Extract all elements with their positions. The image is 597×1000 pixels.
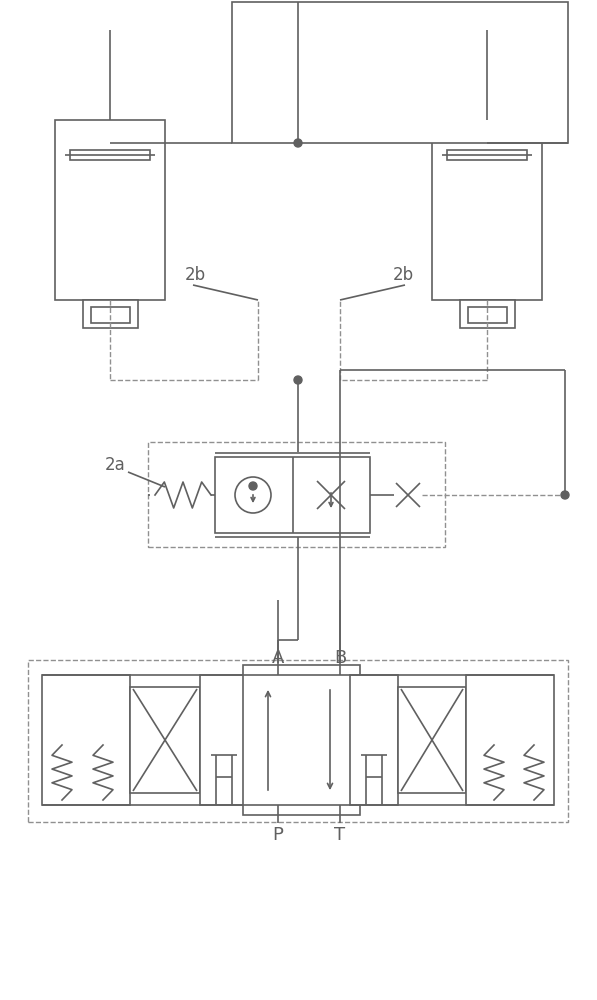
Bar xyxy=(466,675,554,805)
Circle shape xyxy=(294,139,302,147)
Bar xyxy=(82,300,137,328)
Circle shape xyxy=(294,376,302,384)
Bar xyxy=(460,300,515,328)
Bar xyxy=(70,150,150,160)
Text: T: T xyxy=(334,826,346,844)
Bar xyxy=(215,457,370,533)
Bar xyxy=(447,150,527,160)
Bar xyxy=(467,307,506,323)
Circle shape xyxy=(249,482,257,490)
Bar xyxy=(130,687,200,793)
Bar xyxy=(42,675,130,805)
Bar xyxy=(148,442,445,547)
Bar xyxy=(398,687,466,793)
Bar xyxy=(200,675,248,805)
Bar xyxy=(243,665,360,815)
Bar xyxy=(55,120,165,300)
Text: P: P xyxy=(273,826,284,844)
Bar xyxy=(28,660,568,822)
Text: B: B xyxy=(334,649,346,667)
Text: 2b: 2b xyxy=(392,266,414,284)
Text: 2a: 2a xyxy=(104,456,125,474)
Bar xyxy=(232,2,568,143)
Bar xyxy=(350,675,398,805)
Circle shape xyxy=(561,491,569,499)
Bar xyxy=(432,120,542,300)
Text: A: A xyxy=(272,649,284,667)
Bar xyxy=(91,307,130,323)
Text: 2b: 2b xyxy=(184,266,205,284)
